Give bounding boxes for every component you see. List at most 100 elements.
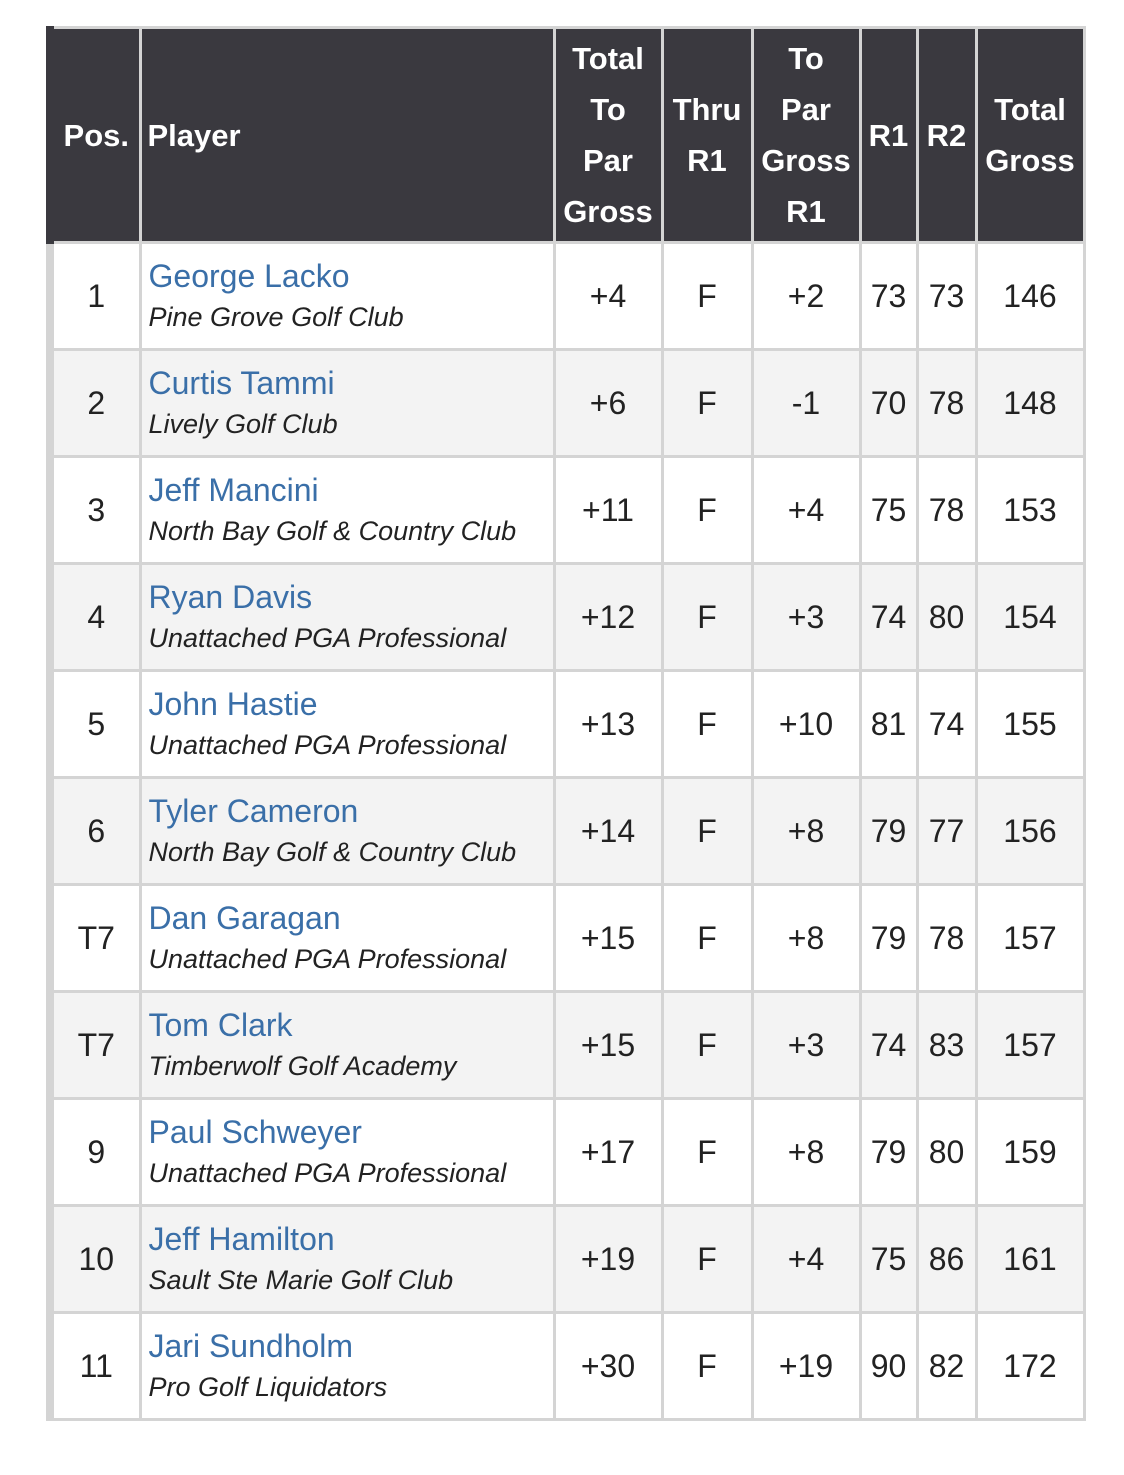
to-par-r1-cell: +10 [750, 669, 862, 779]
total-gross-cell: 172 [974, 1311, 1086, 1421]
position-cell: 11 [46, 1311, 142, 1421]
col-header-total-gross[interactable]: Total Gross [974, 26, 1086, 244]
col-header-to-par-r1[interactable]: To Par Gross R1 [750, 26, 862, 244]
table-row: 5 John Hastie Unattached PGA Professional +… [46, 669, 1086, 779]
r1-cell: 73 [858, 241, 919, 351]
r2-cell: 80 [915, 1097, 978, 1207]
player-name-link[interactable]: Jeff Mancini [148, 472, 319, 508]
position-cell: 3 [46, 455, 142, 565]
thru-cell: F [660, 1204, 754, 1314]
table-row: 10 Jeff Hamilton Sault Ste Marie Golf Club… [46, 1204, 1086, 1314]
col-header-thru[interactable]: Thru R1 [660, 26, 754, 244]
player-name-link[interactable]: Dan Garagan [148, 900, 341, 936]
player-name-link[interactable]: George Lacko [148, 258, 350, 294]
col-header-total-to-par[interactable]: Total To Par Gross [552, 26, 664, 244]
player-name-link[interactable]: Paul Schweyer [148, 1114, 362, 1150]
position-cell: T7 [46, 990, 142, 1100]
r2-cell: 78 [915, 883, 978, 993]
table-row: 6 Tyler Cameron North Bay Golf & Country C… [46, 776, 1086, 886]
r1-cell: 90 [858, 1311, 919, 1421]
player-cell: Jari Sundholm Pro Golf Liquidators [138, 1311, 556, 1421]
total-to-par-cell: +15 [552, 883, 664, 993]
position-cell: 5 [46, 669, 142, 779]
col-header-r1[interactable]: R1 [858, 26, 919, 244]
position-cell: T7 [46, 883, 142, 993]
total-to-par-cell: +30 [552, 1311, 664, 1421]
player-name-link[interactable]: Jari Sundholm [148, 1328, 354, 1364]
thru-cell: F [660, 241, 754, 351]
thru-cell: F [660, 1097, 754, 1207]
to-par-r1-cell: +4 [750, 455, 862, 565]
position-cell: 1 [46, 241, 142, 351]
total-gross-cell: 148 [974, 348, 1086, 458]
r2-cell: 74 [915, 669, 978, 779]
r1-cell: 75 [858, 1204, 919, 1314]
total-to-par-cell: +17 [552, 1097, 664, 1207]
player-name-link[interactable]: Ryan Davis [148, 579, 313, 615]
position-cell: 9 [46, 1097, 142, 1207]
total-to-par-cell: +6 [552, 348, 664, 458]
player-cell: Tom Clark Timberwolf Golf Academy [138, 990, 556, 1100]
position-cell: 4 [46, 562, 142, 672]
player-name-link[interactable]: Tyler Cameron [148, 793, 359, 829]
to-par-r1-cell: +19 [750, 1311, 862, 1421]
header-row: Pos. Player Total To Par Gross Thru R1 T… [46, 26, 1086, 244]
player-name-link[interactable]: Curtis Tammi [148, 365, 335, 401]
r1-cell: 79 [858, 776, 919, 886]
player-cell: Curtis Tammi Lively Golf Club [138, 348, 556, 458]
total-gross-cell: 153 [974, 455, 1086, 565]
col-header-r2[interactable]: R2 [915, 26, 978, 244]
thru-cell: F [660, 1311, 754, 1421]
total-to-par-cell: +12 [552, 562, 664, 672]
player-name-link[interactable]: John Hastie [148, 686, 318, 722]
player-club: North Bay Golf & Country Club [148, 837, 517, 867]
position-cell: 6 [46, 776, 142, 886]
to-par-r1-cell: +4 [750, 1204, 862, 1314]
table-row: 4 Ryan Davis Unattached PGA Professional +1… [46, 562, 1086, 672]
r2-cell: 82 [915, 1311, 978, 1421]
player-cell: Jeff Mancini North Bay Golf & Country Clu… [138, 455, 556, 565]
player-name-link[interactable]: Jeff Hamilton [148, 1221, 335, 1257]
player-cell: Paul Schweyer Unattached PGA Professional [138, 1097, 556, 1207]
to-par-r1-cell: +8 [750, 1097, 862, 1207]
player-cell: Dan Garagan Unattached PGA Professional [138, 883, 556, 993]
table-row: 1 George Lacko Pine Grove Golf Club +4 F +2 73… [46, 241, 1086, 351]
thru-cell: F [660, 562, 754, 672]
to-par-r1-cell: -1 [750, 348, 862, 458]
total-to-par-cell: +15 [552, 990, 664, 1100]
table-row: 2 Curtis Tammi Lively Golf Club +6 F -1 70 78 14… [46, 348, 1086, 458]
r2-cell: 78 [915, 348, 978, 458]
col-header-player[interactable]: Player [138, 26, 556, 244]
table-row: T7 Dan Garagan Unattached PGA Professional… [46, 883, 1086, 993]
player-club: Unattached PGA Professional [148, 1158, 507, 1188]
r1-cell: 81 [858, 669, 919, 779]
total-to-par-cell: +11 [552, 455, 664, 565]
to-par-r1-cell: +2 [750, 241, 862, 351]
player-cell: Ryan Davis Unattached PGA Professional [138, 562, 556, 672]
leaderboard-table: Pos. Player Total To Par Gross Thru R1 T… [46, 26, 1086, 1421]
position-cell: 10 [46, 1204, 142, 1314]
total-gross-cell: 157 [974, 990, 1086, 1100]
table-row: T7 Tom Clark Timberwolf Golf Academy +15 F +3… [46, 990, 1086, 1100]
thru-cell: F [660, 883, 754, 993]
player-club: Sault Ste Marie Golf Club [148, 1265, 454, 1295]
r2-cell: 73 [915, 241, 978, 351]
to-par-r1-cell: +8 [750, 883, 862, 993]
col-header-pos[interactable]: Pos. [46, 26, 142, 244]
r1-cell: 79 [858, 883, 919, 993]
r2-cell: 83 [915, 990, 978, 1100]
r1-cell: 79 [858, 1097, 919, 1207]
player-club: Unattached PGA Professional [148, 944, 507, 974]
position-cell: 2 [46, 348, 142, 458]
leaderboard: Pos. Player Total To Par Gross Thru R1 T… [46, 26, 1086, 1421]
player-cell: George Lacko Pine Grove Golf Club [138, 241, 556, 351]
total-gross-cell: 157 [974, 883, 1086, 993]
total-gross-cell: 159 [974, 1097, 1086, 1207]
player-club: Pro Golf Liquidators [148, 1372, 388, 1402]
player-name-link[interactable]: Tom Clark [148, 1007, 293, 1043]
r2-cell: 80 [915, 562, 978, 672]
to-par-r1-cell: +3 [750, 562, 862, 672]
player-club: Pine Grove Golf Club [148, 302, 404, 332]
thru-cell: F [660, 669, 754, 779]
player-club: Unattached PGA Professional [148, 623, 507, 653]
